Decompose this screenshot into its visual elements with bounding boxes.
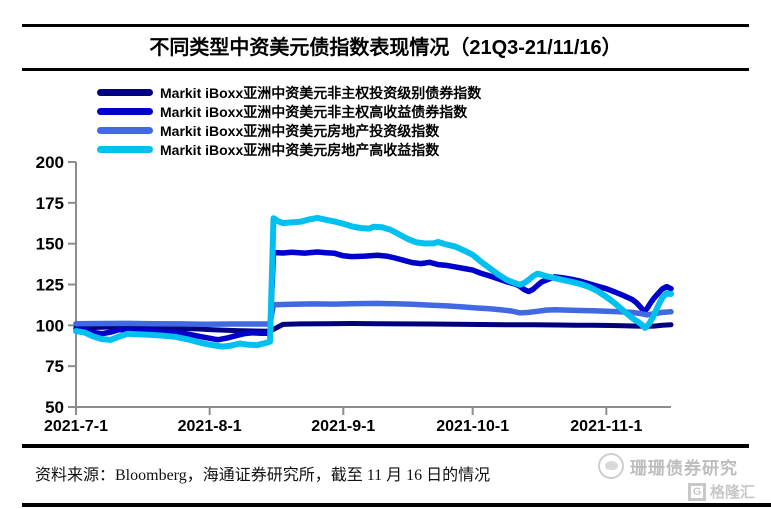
legend-swatch-icon (97, 127, 153, 134)
legend-swatch-icon (97, 146, 153, 153)
watermark-text: 珊珊债券研究 (630, 458, 738, 478)
y-tick-label: 200 (36, 153, 64, 172)
title-divider (22, 68, 749, 71)
watermark: 珊珊债券研究 (598, 453, 738, 479)
y-tick-label: 150 (36, 235, 64, 254)
y-tick-label: 75 (45, 357, 64, 376)
y-tick-label: 175 (36, 194, 64, 213)
legend-swatch-icon (97, 89, 153, 96)
chart-title: 不同类型中资美元债指数表现情况（21Q3-21/11/16） (149, 37, 622, 59)
gelonghui-logo: G 格隆汇 (688, 481, 755, 502)
series-line (73, 214, 674, 350)
y-tick-label: 50 (45, 398, 64, 417)
legend-item: Markit iBoxx亚洲中资美元房地产高收益指数 (97, 140, 481, 159)
x-tick-label: 2021-9-1 (311, 418, 375, 435)
legend-label: Markit iBoxx亚洲中资美元房地产高收益指数 (160, 141, 440, 158)
top-divider (22, 24, 749, 27)
watermark-avatar-icon (598, 453, 624, 479)
x-tick-label: 2021-7-1 (44, 418, 108, 435)
legend-label: Markit iBoxx亚洲中资美元非主权高收益债券指数 (160, 103, 468, 120)
legend-label: Markit iBoxx亚洲中资美元非主权投资级别债券指数 (160, 84, 482, 101)
legend-item: Markit iBoxx亚洲中资美元房地产投资级指数 (97, 121, 481, 140)
legend-item: Markit iBoxx亚洲中资美元非主权高收益债券指数 (97, 102, 481, 121)
source-note: 资料来源：Bloomberg，海通证券研究所，截至 11 月 16 日的情况 (35, 467, 491, 484)
legend-swatch-icon (97, 108, 153, 115)
y-tick-label: 100 (36, 316, 64, 335)
gelonghui-logo-text: 格隆汇 (710, 484, 756, 501)
gelonghui-logo-icon: G (688, 482, 706, 501)
chart-legend: Markit iBoxx亚洲中资美元非主权投资级别债券指数 Markit iBo… (97, 83, 481, 159)
series-line (73, 300, 674, 327)
series-line (73, 321, 674, 334)
footer-divider (22, 444, 749, 448)
series-line (73, 249, 674, 343)
x-tick-label: 2021-10-1 (436, 418, 509, 435)
y-tick-label: 125 (36, 276, 64, 295)
x-tick-label: 2021-11-1 (570, 418, 642, 435)
x-tick-label: 2021-8-1 (178, 418, 242, 435)
legend-label: Markit iBoxx亚洲中资美元房地产投资级指数 (160, 122, 440, 139)
legend-item: Markit iBoxx亚洲中资美元非主权投资级别债券指数 (97, 83, 481, 102)
bottom-divider (22, 503, 771, 507)
